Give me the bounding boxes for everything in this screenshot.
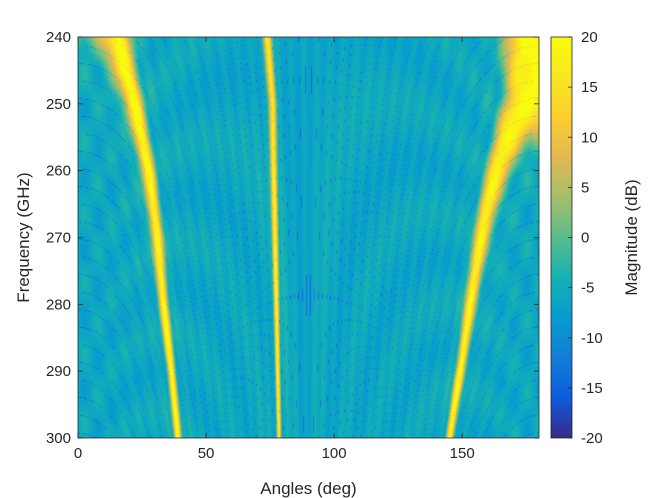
y-axis: 240 250 260 270 280 290 300 [46, 29, 539, 447]
y-tick-label: 280 [46, 296, 71, 313]
colorbar-tick-label: -10 [581, 330, 603, 347]
colorbar-ticks: 20 15 10 5 0 -5 -10 -15 -20 [568, 29, 603, 447]
heatmap-plot: 0 50 100 150 240 250 260 270 280 290 300 [46, 29, 540, 462]
colorbar-tick-label: -20 [581, 430, 603, 447]
colorbar-tick-label: -5 [581, 280, 594, 297]
x-tick-label: 0 [74, 445, 82, 462]
y-tick-label: 240 [46, 29, 71, 46]
colorbar-tick-label: 5 [581, 179, 589, 196]
colorbar-tick-label: 10 [581, 129, 598, 146]
colorbar-tick-label: 0 [581, 230, 589, 247]
y-tick-label: 260 [46, 163, 71, 180]
colorbar-tick-label: -15 [581, 380, 603, 397]
colorbar: 20 15 10 5 0 -5 -10 -15 -20 [550, 29, 603, 447]
y-tick-label: 250 [46, 96, 71, 113]
x-tick-label: 150 [450, 445, 475, 462]
y-tick-label: 270 [46, 230, 71, 247]
x-tick-label: 50 [198, 445, 215, 462]
y-tick-label: 290 [46, 363, 71, 380]
x-tick-label: 100 [322, 445, 347, 462]
x-axis-label: Angles (deg) [260, 479, 356, 498]
x-axis: 0 50 100 150 [74, 37, 475, 462]
colorbar-label: Magnitude (dB) [622, 179, 641, 295]
colorbar-tick-label: 15 [581, 79, 598, 96]
y-axis-label: Frequency (GHz) [14, 172, 33, 302]
heatmap-image [78, 37, 539, 438]
y-tick-label: 300 [46, 430, 71, 447]
colorbar-tick-label: 20 [581, 29, 598, 46]
